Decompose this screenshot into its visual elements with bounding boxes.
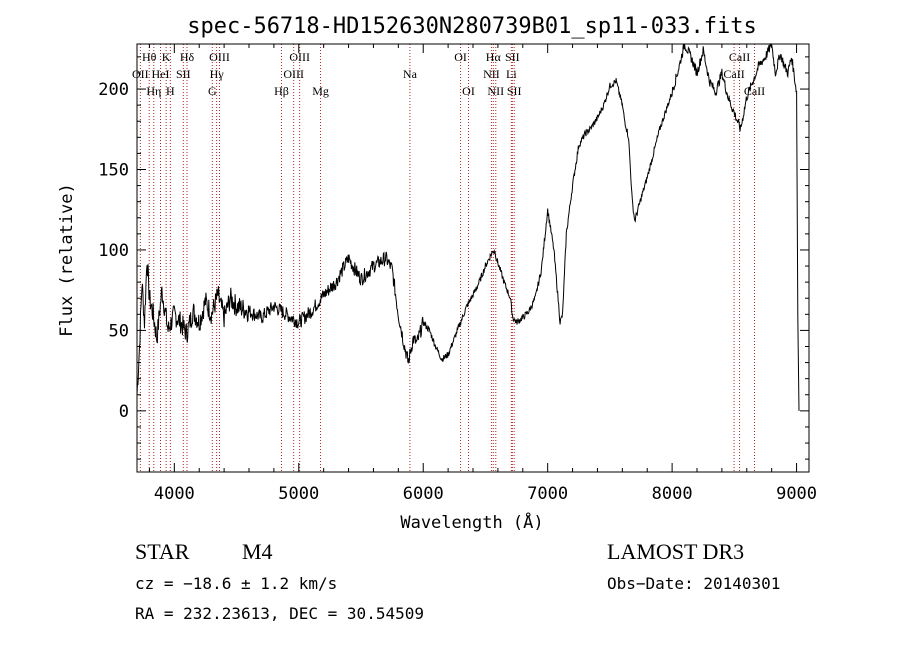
line-marker-label: HeI	[152, 67, 170, 81]
x-tick-label: 6000	[403, 484, 444, 504]
y-axis-label: Flux (relative)	[57, 183, 77, 337]
redshift-cz: cz = −18.6 ± 1.2 km/s	[135, 574, 337, 593]
line-marker-label: H	[166, 84, 175, 98]
coordinates: RA = 232.23613, DEC = 30.54509	[135, 604, 424, 623]
plot-frame	[136, 43, 810, 473]
line-marker-label: G	[208, 84, 217, 98]
line-marker-label: OIII	[289, 50, 310, 64]
line-marker-label: SII	[176, 67, 191, 81]
x-tick-label: 4000	[154, 484, 195, 504]
line-marker-label: Li	[506, 67, 517, 81]
line-marker-label: CaII	[723, 67, 744, 81]
y-tick-label: 50	[109, 321, 129, 341]
line-marker-labels: HθOIIHηHeIKHSIIHδGHγOIIIHβOIIIOIIIMgNaOI…	[132, 50, 765, 98]
y-tick-label: 200	[98, 80, 129, 100]
y-axis-ticks: 0 50 100 150 200	[98, 56, 809, 460]
x-tick-label: 8000	[652, 484, 693, 504]
y-tick-label: 100	[98, 241, 129, 261]
line-marker-label: SII	[507, 84, 522, 98]
line-marker-label: OI	[462, 84, 475, 98]
line-marker-label: OIII	[209, 50, 230, 64]
line-marker-label: Hα	[486, 50, 502, 64]
line-marker-label: CaII	[744, 84, 765, 98]
x-axis-ticks: 4000 5000 6000 7000 8000 9000	[148, 44, 817, 504]
line-marker-label: OI	[454, 50, 467, 64]
line-marker-label: Hη	[146, 84, 161, 98]
survey-name: LAMOST DR3	[607, 539, 744, 564]
line-marker-label: OII	[132, 67, 149, 81]
line-marker-label: CaII	[729, 50, 750, 64]
object-class: STAR	[135, 539, 190, 564]
x-tick-label: 9000	[776, 484, 817, 504]
line-marker-label: Na	[403, 67, 418, 81]
line-marker-label: Hβ	[274, 84, 289, 98]
x-tick-label: 7000	[527, 484, 568, 504]
y-tick-label: 150	[98, 161, 129, 181]
line-markers	[139, 44, 755, 472]
x-tick-label: 5000	[278, 484, 319, 504]
flux-line	[136, 43, 800, 411]
line-marker-label: Hδ	[180, 50, 195, 64]
spectral-subclass: M4	[242, 539, 273, 564]
line-marker-label: Hθ	[142, 50, 157, 64]
line-marker-label: NII	[487, 84, 504, 98]
x-axis-label: Wavelength (Å)	[400, 511, 543, 533]
line-marker-label: SII	[505, 50, 520, 64]
observation-date: Obs−Date: 20140301	[607, 574, 780, 593]
line-marker-label: Mg	[312, 84, 329, 98]
line-marker-label: NII	[483, 67, 500, 81]
chart-title: spec-56718-HD152630N280739B01_sp11-033.f…	[187, 14, 757, 39]
line-marker-label: K	[162, 50, 171, 64]
line-marker-label: Hγ	[210, 67, 225, 81]
line-marker-label: OIII	[283, 67, 304, 81]
y-tick-label: 0	[119, 402, 129, 422]
